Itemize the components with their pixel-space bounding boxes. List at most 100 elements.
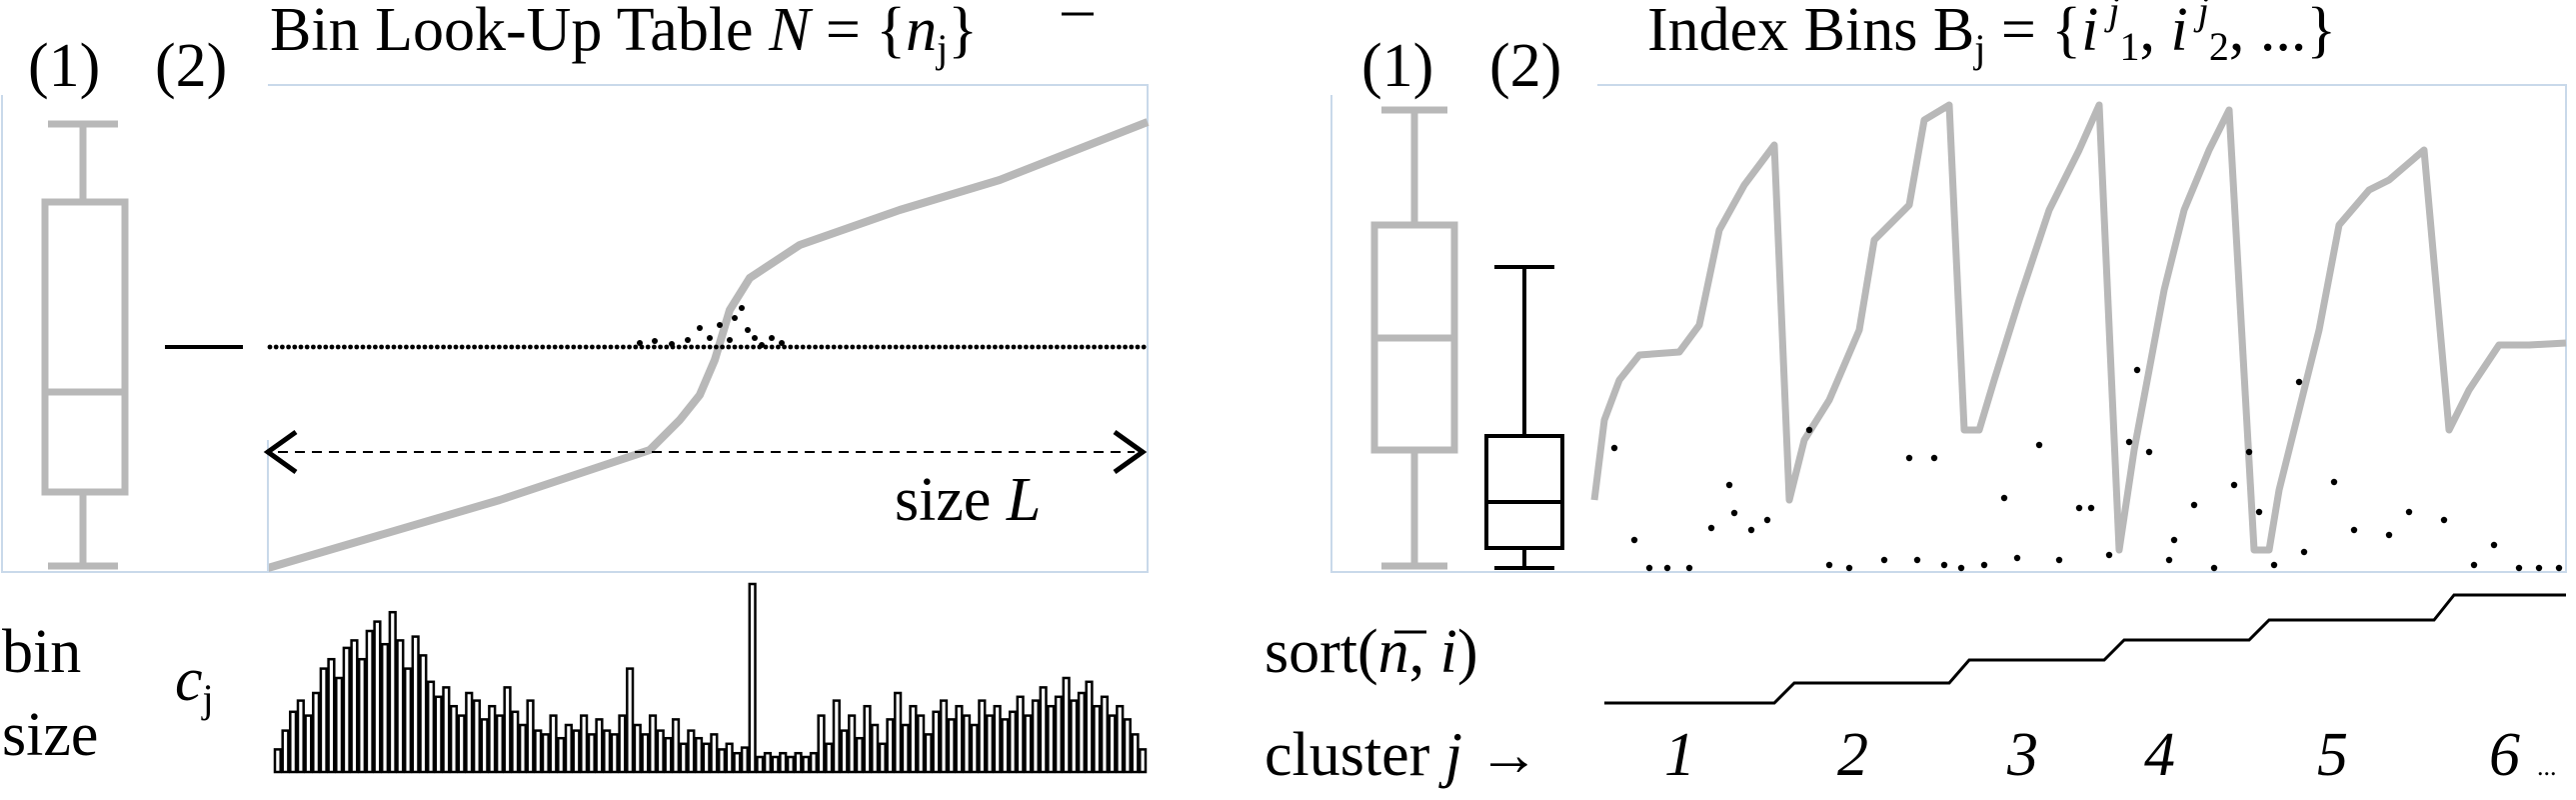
index-dot [2000, 494, 2008, 502]
histogram-bar [488, 704, 497, 774]
histogram-bar [603, 729, 612, 774]
index-dot [2190, 501, 2198, 509]
histogram-bar [817, 714, 826, 774]
histogram-bar [289, 710, 298, 774]
bin-size-histogram [273, 582, 1148, 774]
lookup-dot [280, 344, 285, 350]
lookup-dot [931, 344, 936, 350]
lookup-dot [776, 344, 781, 350]
lookup-dot [515, 344, 521, 350]
index-dot [1630, 536, 1638, 544]
histogram-bar [1047, 704, 1056, 774]
index-dot [1610, 444, 1618, 452]
lookup-dot [1036, 344, 1042, 350]
index-dot [2350, 526, 2358, 534]
histogram-bar [403, 667, 413, 774]
index-dot [2133, 366, 2141, 374]
histogram-bar [702, 742, 711, 774]
bin-size-label-2: size [2, 701, 98, 769]
histogram-bar [641, 733, 650, 774]
lookup-dot [875, 344, 880, 350]
lookup-dot [807, 344, 812, 350]
lookup-dot [652, 338, 658, 344]
index-dot [2105, 551, 2113, 559]
histogram-bar [541, 733, 550, 774]
lookup-dot [937, 344, 942, 350]
histogram-bar [1016, 695, 1025, 774]
histogram-bar [633, 723, 642, 774]
lookup-dot [862, 344, 868, 350]
histogram-bar [694, 736, 704, 774]
lookup-dot [540, 344, 546, 350]
histogram-bar [335, 676, 344, 774]
lookup-dot [1079, 344, 1085, 350]
index-dot [2013, 554, 2021, 562]
histogram-bar [388, 610, 397, 774]
lookup-dot [869, 344, 874, 350]
histogram-bar [595, 718, 604, 774]
lookup-dot [484, 344, 490, 350]
index-dot [1725, 481, 1733, 489]
lookup-dot [637, 340, 643, 346]
histogram-bar [549, 714, 558, 774]
histogram-bar [327, 657, 336, 774]
histogram-bar [786, 755, 796, 774]
lookup-dot [986, 344, 992, 350]
lookup-dot [552, 344, 558, 350]
histogram-bar [909, 704, 918, 774]
sort-step-line [1604, 593, 2566, 705]
histogram-bar [1139, 748, 1148, 774]
lookup-dot [1123, 344, 1128, 350]
index-dot [2385, 531, 2393, 539]
index-dot [2145, 448, 2153, 456]
lookup-dot [683, 344, 688, 350]
lookup-dot [881, 344, 887, 350]
right-sawtooth-curve [1590, 101, 2567, 554]
histogram-bar [756, 755, 765, 774]
histogram-bar [411, 635, 420, 774]
histogram-bar [878, 742, 887, 774]
histogram-bar [273, 748, 282, 774]
cluster-number: 3 [2006, 721, 2038, 789]
histogram-bar [296, 699, 305, 774]
lookup-dot [354, 344, 360, 350]
histogram-bar [534, 729, 543, 774]
histogram-bar [1116, 704, 1125, 774]
histogram-bar [763, 751, 773, 774]
lookup-dot [490, 344, 496, 350]
histogram-bar [1031, 699, 1041, 774]
histogram-bar [319, 667, 328, 774]
index-dot [2087, 504, 2095, 512]
lookup-dot [379, 344, 384, 350]
histogram-bar [886, 718, 895, 774]
sort-label: sort(n, i) [1265, 618, 1478, 686]
lookup-dot [404, 344, 409, 350]
histogram-bar [396, 639, 405, 774]
index-dot [2330, 478, 2338, 486]
histogram-bar [679, 742, 688, 774]
histogram-bar [779, 751, 788, 774]
histogram-bar [809, 751, 819, 774]
index-dot [2245, 448, 2253, 456]
lookup-dot [447, 344, 453, 350]
lookup-dot [428, 344, 434, 350]
index-dot [2405, 508, 2413, 516]
histogram-bar [962, 714, 972, 774]
histogram-bar [357, 657, 367, 774]
lookup-dot [669, 341, 675, 347]
lookup-dot [565, 344, 570, 350]
histogram-bar [863, 704, 872, 774]
lookup-dot [1117, 344, 1122, 350]
lookup-dot [819, 344, 825, 350]
histogram-bar [564, 723, 573, 774]
lookup-dot [759, 342, 765, 348]
lookup-dot [583, 344, 589, 350]
lookup-dot [752, 335, 758, 341]
lookup-dot [739, 305, 745, 311]
histogram-bar [618, 714, 627, 774]
index-dot [1663, 564, 1671, 572]
lookup-dot [980, 344, 986, 350]
histogram-bar [365, 629, 374, 774]
histogram-bar [526, 699, 535, 774]
histogram-bar [970, 723, 979, 774]
